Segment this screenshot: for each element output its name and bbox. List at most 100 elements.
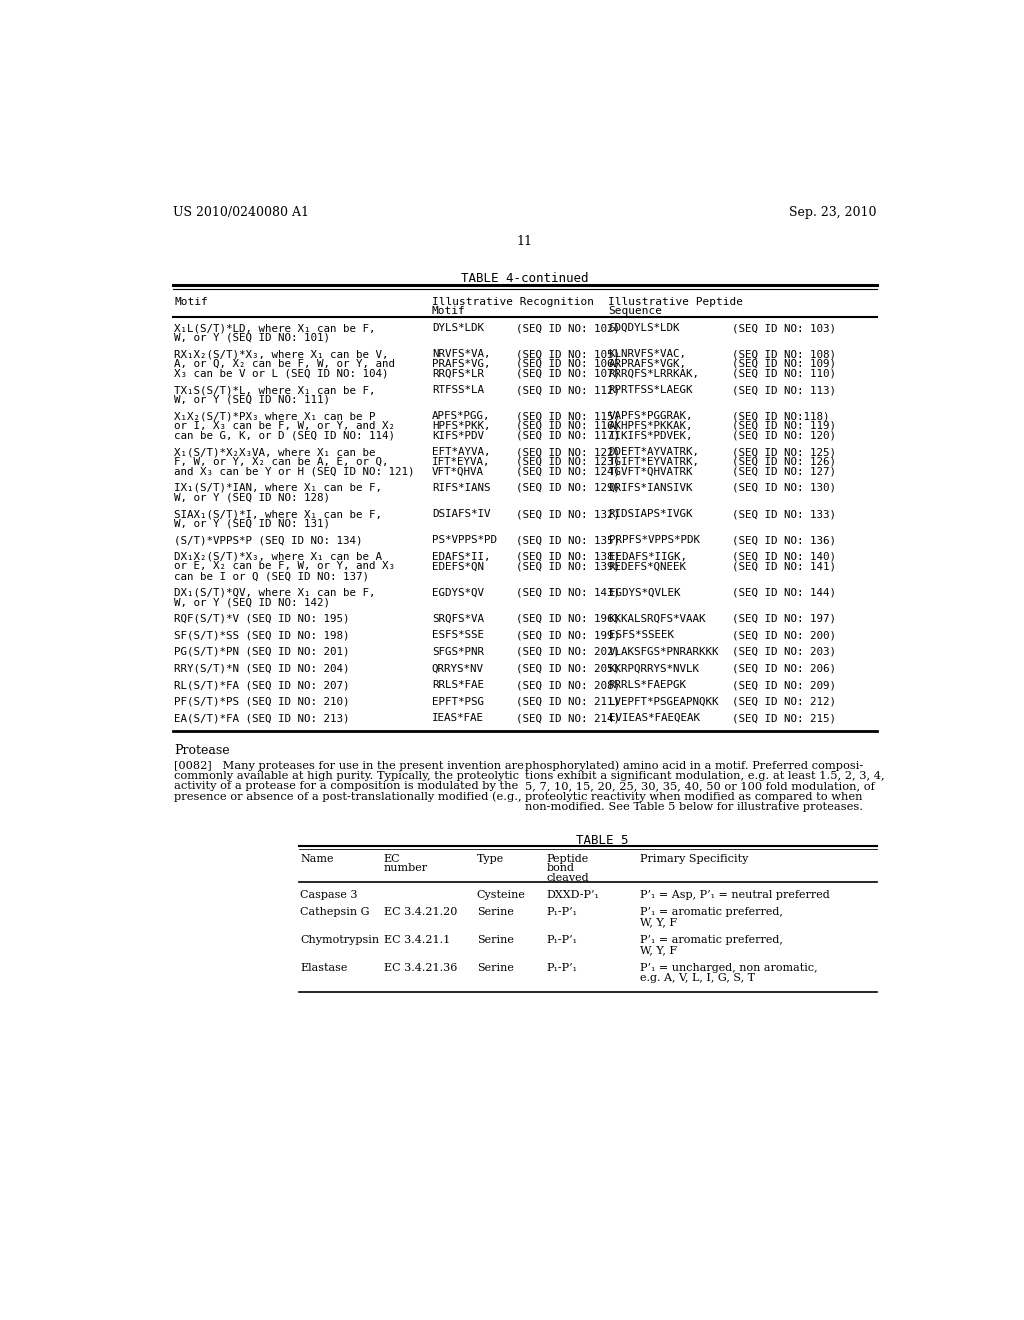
Text: RX₁X₂(S/T)*X₃, where X₁ can be V,: RX₁X₂(S/T)*X₃, where X₁ can be V,: [174, 350, 389, 359]
Text: can be G, K, or D (SEQ ID NO: 114): can be G, K, or D (SEQ ID NO: 114): [174, 430, 395, 441]
Text: TX₁S(S/T)*L, where X₁ can be F,: TX₁S(S/T)*L, where X₁ can be F,: [174, 385, 376, 395]
Text: Peptide: Peptide: [547, 854, 589, 865]
Text: IFT*EYVA,: IFT*EYVA,: [432, 457, 490, 467]
Text: [0082]   Many proteases for use in the present invention are: [0082] Many proteases for use in the pre…: [174, 760, 524, 771]
Text: X₁L(S/T)*LD, where X₁ can be F,: X₁L(S/T)*LD, where X₁ can be F,: [174, 323, 376, 333]
Text: (SEQ ID NO: 126): (SEQ ID NO: 126): [732, 457, 837, 467]
Text: (SEQ ID NO: 129): (SEQ ID NO: 129): [515, 483, 620, 492]
Text: (SEQ ID NO: 122): (SEQ ID NO: 122): [515, 447, 620, 457]
Text: P₁-P’₁: P₁-P’₁: [547, 935, 578, 945]
Text: (SEQ ID NO: 106): (SEQ ID NO: 106): [515, 359, 620, 370]
Text: (SEQ ID NO: 113): (SEQ ID NO: 113): [732, 385, 837, 395]
Text: Motif: Motif: [432, 306, 466, 317]
Text: (SEQ ID NO: 116): (SEQ ID NO: 116): [515, 421, 620, 430]
Text: (SEQ ID NO: 196): (SEQ ID NO: 196): [515, 614, 620, 624]
Text: P₁-P’₁: P₁-P’₁: [547, 962, 578, 973]
Text: X₁X₂(S/T)*PX₃ where X₁ can be P: X₁X₂(S/T)*PX₃ where X₁ can be P: [174, 412, 376, 421]
Text: EC 3.4.21.1: EC 3.4.21.1: [384, 935, 450, 945]
Text: P’₁ = Asp, P’₁ = neutral preferred: P’₁ = Asp, P’₁ = neutral preferred: [640, 890, 829, 899]
Text: (SEQ ID NO: 138): (SEQ ID NO: 138): [515, 552, 620, 562]
Text: EEDAFS*IIGK,: EEDAFS*IIGK,: [608, 552, 686, 562]
Text: Primary Specificity: Primary Specificity: [640, 854, 748, 865]
Text: EC 3.4.21.20: EC 3.4.21.20: [384, 907, 457, 917]
Text: W, or Y (SEQ ID NO: 111): W, or Y (SEQ ID NO: 111): [174, 395, 331, 405]
Text: RIDSIAPS*IVGK: RIDSIAPS*IVGK: [608, 510, 693, 519]
Text: e.g. A, V, L, I, G, S, T: e.g. A, V, L, I, G, S, T: [640, 973, 755, 982]
Text: presence or absence of a post-translationally modified (e.g.,: presence or absence of a post-translatio…: [174, 792, 522, 803]
Text: RIFS*IANS: RIFS*IANS: [432, 483, 490, 492]
Text: P’₁ = aromatic preferred,: P’₁ = aromatic preferred,: [640, 907, 782, 917]
Text: TABLE 5: TABLE 5: [577, 834, 629, 847]
Text: (SEQ ID NO: 108): (SEQ ID NO: 108): [732, 350, 837, 359]
Text: (SEQ ID NO: 112): (SEQ ID NO: 112): [515, 385, 620, 395]
Text: ARPRAFS*VGK,: ARPRAFS*VGK,: [608, 359, 686, 370]
Text: SIAX₁(S/T)*I, where X₁ can be F,: SIAX₁(S/T)*I, where X₁ can be F,: [174, 510, 383, 519]
Text: ESFS*SSEEK: ESFS*SSEEK: [608, 631, 674, 640]
Text: RRRLS*FAEPGK: RRRLS*FAEPGK: [608, 680, 686, 690]
Text: or E, X₂ can be F, W, or Y, and X₃: or E, X₂ can be F, W, or Y, and X₃: [174, 561, 395, 572]
Text: EFT*AYVA,: EFT*AYVA,: [432, 447, 490, 457]
Text: (SEQ ID NO: 105): (SEQ ID NO: 105): [515, 350, 620, 359]
Text: (SEQ ID NO: 212): (SEQ ID NO: 212): [732, 697, 837, 706]
Text: VFT*QHVA: VFT*QHVA: [432, 466, 483, 477]
Text: VLAKSFGS*PNRARKKK: VLAKSFGS*PNRARKKK: [608, 647, 719, 657]
Text: EGDYS*QVLEK: EGDYS*QVLEK: [608, 587, 680, 598]
Text: W, Y, F: W, Y, F: [640, 917, 677, 927]
Text: Illustrative Recognition: Illustrative Recognition: [432, 297, 594, 308]
Text: EC 3.4.21.36: EC 3.4.21.36: [384, 962, 457, 973]
Text: Motif: Motif: [174, 297, 208, 308]
Text: activity of a protease for a composition is modulated by the: activity of a protease for a composition…: [174, 781, 519, 791]
Text: (SEQ ID NO: 125): (SEQ ID NO: 125): [732, 447, 837, 457]
Text: EVIEAS*FAEQEAK: EVIEAS*FAEQEAK: [608, 713, 699, 723]
Text: DDEFT*AYVATRK,: DDEFT*AYVATRK,: [608, 447, 699, 457]
Text: (SEQ ID NO: 141): (SEQ ID NO: 141): [732, 561, 837, 572]
Text: (SEQ ID NO: 102): (SEQ ID NO: 102): [515, 323, 620, 333]
Text: (SEQ ID NO: 144): (SEQ ID NO: 144): [732, 587, 837, 598]
Text: PS*VPPS*PD: PS*VPPS*PD: [432, 536, 497, 545]
Text: REDEFS*QNEEK: REDEFS*QNEEK: [608, 561, 686, 572]
Text: (SEQ ID NO: 117): (SEQ ID NO: 117): [515, 430, 620, 441]
Text: can be I or Q (SEQ ID NO: 137): can be I or Q (SEQ ID NO: 137): [174, 572, 370, 581]
Text: IX₁(S/T)*IAN, where X₁ can be F,: IX₁(S/T)*IAN, where X₁ can be F,: [174, 483, 383, 492]
Text: Chymotrypsin: Chymotrypsin: [300, 935, 379, 945]
Text: KLNRVFS*VAC,: KLNRVFS*VAC,: [608, 350, 686, 359]
Text: Serine: Serine: [477, 935, 514, 945]
Text: or I, X₃ can be F, W, or Y, and X₂: or I, X₃ can be F, W, or Y, and X₂: [174, 421, 395, 430]
Text: Elastase: Elastase: [300, 962, 347, 973]
Text: Cathepsin G: Cathepsin G: [300, 907, 370, 917]
Text: (SEQ ID NO: 140): (SEQ ID NO: 140): [732, 552, 837, 562]
Text: (SEQ ID NO: 107): (SEQ ID NO: 107): [515, 368, 620, 379]
Text: (SEQ ID NO: 209): (SEQ ID NO: 209): [732, 680, 837, 690]
Text: (SEQ ID NO: 205): (SEQ ID NO: 205): [515, 664, 620, 673]
Text: X₃ can be V or L (SEQ ID NO: 104): X₃ can be V or L (SEQ ID NO: 104): [174, 368, 389, 379]
Text: IEAS*FAE: IEAS*FAE: [432, 713, 483, 723]
Text: 11: 11: [517, 235, 532, 248]
Text: P’₁ = aromatic preferred,: P’₁ = aromatic preferred,: [640, 935, 782, 945]
Text: (SEQ ID NO: 143): (SEQ ID NO: 143): [515, 587, 620, 598]
Text: (SEQ ID NO: 206): (SEQ ID NO: 206): [732, 664, 837, 673]
Text: RRRQFS*LRRKAK,: RRRQFS*LRRKAK,: [608, 368, 699, 379]
Text: KIFS*PDV: KIFS*PDV: [432, 430, 483, 441]
Text: W, or Y (SEQ ID NO: 131): W, or Y (SEQ ID NO: 131): [174, 519, 331, 529]
Text: phosphorylated) amino acid in a motif. Preferred composi-: phosphorylated) amino acid in a motif. P…: [524, 760, 863, 771]
Text: (SEQ ID NO: 123): (SEQ ID NO: 123): [515, 457, 620, 467]
Text: EPFT*PSG: EPFT*PSG: [432, 697, 483, 706]
Text: EC: EC: [384, 854, 400, 865]
Text: (SEQ ID NO: 132): (SEQ ID NO: 132): [515, 510, 620, 519]
Text: IIKIFS*PDVEK,: IIKIFS*PDVEK,: [608, 430, 693, 441]
Text: EDEFS*QN: EDEFS*QN: [432, 561, 483, 572]
Text: (SEQ ID NO: 115): (SEQ ID NO: 115): [515, 412, 620, 421]
Text: PF(S/T)*PS (SEQ ID NO: 210): PF(S/T)*PS (SEQ ID NO: 210): [174, 697, 350, 706]
Text: EGDYS*QV: EGDYS*QV: [432, 587, 483, 598]
Text: (SEQ ID NO: 110): (SEQ ID NO: 110): [732, 368, 837, 379]
Text: non-modified. See Table 5 below for illustrative proteases.: non-modified. See Table 5 below for illu…: [524, 803, 863, 812]
Text: PRAFS*VG,: PRAFS*VG,: [432, 359, 490, 370]
Text: Cysteine: Cysteine: [477, 890, 525, 899]
Text: Serine: Serine: [477, 907, 514, 917]
Text: QRRYS*NV: QRRYS*NV: [432, 664, 483, 673]
Text: W, or Y (SEQ ID NO: 128): W, or Y (SEQ ID NO: 128): [174, 492, 331, 503]
Text: APFS*PGG,: APFS*PGG,: [432, 412, 490, 421]
Text: (SEQ ID NO: 211): (SEQ ID NO: 211): [515, 697, 620, 706]
Text: TGIFT*EYVATRK,: TGIFT*EYVATRK,: [608, 457, 699, 467]
Text: DSIAFS*IV: DSIAFS*IV: [432, 510, 490, 519]
